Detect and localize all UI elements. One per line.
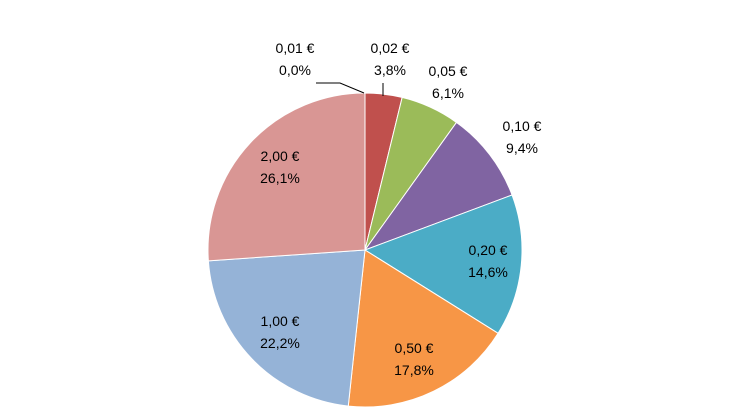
- slice-category-label: 0,50 €: [395, 340, 434, 356]
- pie-slice: [347, 249, 499, 408]
- slice-data-label: 0,05 € 6,1%: [429, 63, 468, 101]
- pie-slice: [207, 92, 366, 262]
- pie-slice: [363, 121, 513, 252]
- slice-category-label: 1,00 €: [261, 313, 300, 329]
- slice-percent-label: 6,1%: [432, 85, 464, 101]
- slice-category-label: 0,02 €: [371, 40, 410, 56]
- pie-slice: [363, 194, 523, 334]
- slice-category-label: 0,20 €: [469, 242, 508, 258]
- slice-data-label: 0,50 € 17,8%: [394, 340, 434, 378]
- slice-data-label: 1,00 € 22,2%: [260, 313, 300, 351]
- slice-percent-label: 9,4%: [506, 140, 538, 156]
- slice-percent-label: 14,6%: [468, 264, 508, 280]
- slice-data-label: 0,02 € 3,8%: [371, 40, 410, 78]
- pie-slice: [207, 249, 366, 407]
- slice-data-label: 0,01 € 0,0%: [276, 40, 315, 78]
- slice-percent-label: 17,8%: [394, 362, 434, 378]
- slice-percent-label: 3,8%: [374, 62, 406, 78]
- slice-category-label: 0,10 €: [503, 118, 542, 134]
- slice-data-label: 0,10 € 9,4%: [503, 118, 542, 156]
- slice-data-label: 0,20 € 14,6%: [468, 242, 508, 280]
- leader-line: [316, 82, 365, 94]
- slice-percent-label: 26,1%: [260, 170, 300, 186]
- slice-category-label: 0,01 €: [276, 40, 315, 56]
- slice-percent-label: 0,0%: [279, 62, 311, 78]
- slice-category-label: 2,00 €: [261, 148, 300, 164]
- slice-percent-label: 22,2%: [260, 335, 300, 351]
- slice-data-label: 2,00 € 26,1%: [260, 148, 300, 186]
- slice-category-label: 0,05 €: [429, 63, 468, 79]
